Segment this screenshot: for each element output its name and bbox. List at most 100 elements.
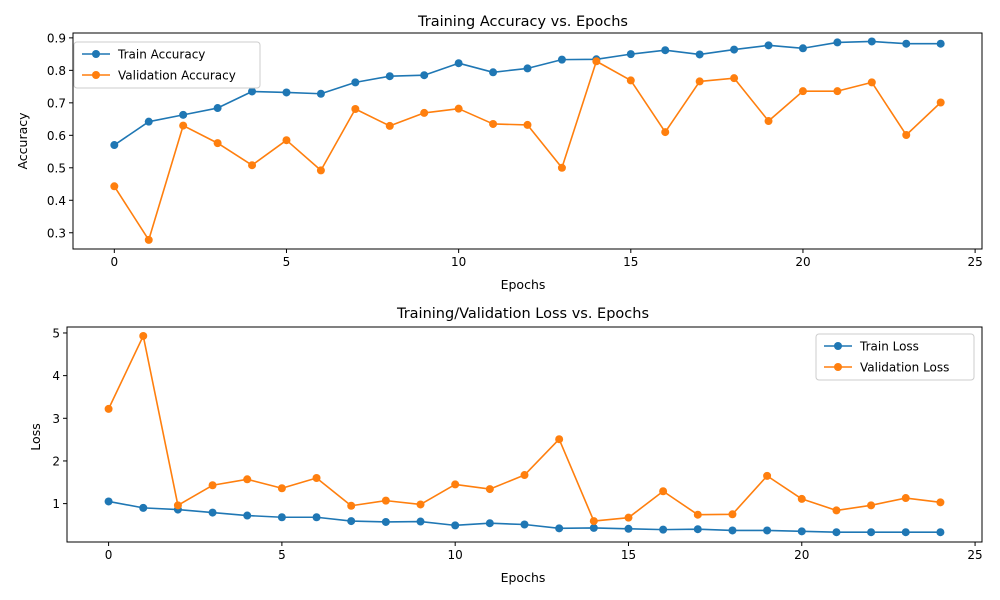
x-tick-label: 20 bbox=[794, 548, 809, 562]
data-point bbox=[557, 163, 566, 172]
data-point bbox=[144, 117, 153, 126]
data-point bbox=[179, 121, 188, 130]
x-tick-label: 0 bbox=[105, 548, 113, 562]
data-point bbox=[661, 128, 670, 137]
y-tick-label: 0.4 bbox=[47, 194, 66, 208]
data-point bbox=[555, 524, 564, 533]
data-point bbox=[316, 166, 325, 175]
data-point bbox=[104, 404, 113, 413]
data-point bbox=[104, 497, 113, 506]
x-tick-label: 15 bbox=[621, 548, 636, 562]
data-point bbox=[385, 121, 394, 130]
data-point bbox=[312, 474, 321, 483]
x-tick-label: 10 bbox=[448, 548, 463, 562]
y-tick-label: 5 bbox=[52, 326, 60, 340]
x-tick-label: 10 bbox=[451, 255, 466, 269]
data-point bbox=[381, 496, 390, 505]
data-point bbox=[489, 119, 498, 128]
accuracy-chart-title: Training Accuracy vs. Epochs bbox=[417, 14, 628, 30]
data-point bbox=[901, 528, 910, 537]
data-point bbox=[555, 435, 564, 444]
data-point bbox=[695, 50, 704, 59]
data-point bbox=[213, 139, 222, 148]
data-point bbox=[901, 494, 910, 503]
data-point bbox=[626, 76, 635, 85]
x-tick-label: 5 bbox=[278, 548, 286, 562]
y-tick-label: 0.6 bbox=[47, 129, 66, 143]
x-tick-label: 25 bbox=[967, 548, 982, 562]
data-point bbox=[282, 88, 291, 97]
y-tick-label: 0.7 bbox=[47, 96, 66, 110]
legend-swatch-marker bbox=[92, 50, 100, 58]
data-point bbox=[557, 55, 566, 64]
data-point bbox=[110, 182, 119, 191]
data-point bbox=[936, 528, 945, 537]
plot-frame bbox=[66, 326, 983, 543]
plot-frame bbox=[72, 32, 983, 250]
data-point bbox=[693, 510, 702, 519]
data-point bbox=[832, 528, 841, 537]
data-point bbox=[798, 44, 807, 53]
data-point bbox=[208, 481, 217, 490]
data-point bbox=[277, 513, 286, 522]
data-point bbox=[347, 501, 356, 510]
legend-label: Validation Loss bbox=[860, 361, 949, 375]
data-point bbox=[798, 87, 807, 96]
loss-chart-title: Training/Validation Loss vs. Epochs bbox=[396, 306, 649, 322]
y-tick-label: 1 bbox=[52, 497, 60, 511]
data-point bbox=[867, 37, 876, 46]
data-point bbox=[208, 508, 217, 517]
data-point bbox=[454, 104, 463, 113]
data-point bbox=[764, 117, 773, 126]
data-point bbox=[936, 98, 945, 107]
legend-swatch-marker bbox=[92, 71, 100, 79]
data-point bbox=[764, 41, 773, 50]
data-point bbox=[385, 72, 394, 81]
data-point bbox=[144, 235, 153, 244]
data-point bbox=[179, 110, 188, 119]
accuracy-x-axis-label: Epochs bbox=[501, 277, 546, 292]
data-point bbox=[659, 487, 668, 496]
x-tick-label: 20 bbox=[795, 255, 810, 269]
legend-box bbox=[73, 41, 261, 89]
legend-swatch-marker bbox=[834, 363, 842, 371]
data-point bbox=[936, 498, 945, 507]
data-point bbox=[139, 503, 148, 512]
data-point bbox=[867, 528, 876, 537]
data-point bbox=[451, 521, 460, 530]
data-point bbox=[277, 484, 286, 493]
legend-label: Validation Accuracy bbox=[118, 69, 236, 83]
data-point bbox=[173, 501, 182, 510]
accuracy-y-axis-label: Accuracy bbox=[15, 112, 30, 170]
data-point bbox=[110, 141, 119, 150]
data-point bbox=[316, 89, 325, 98]
data-point bbox=[420, 71, 429, 80]
data-point bbox=[351, 78, 360, 87]
accuracy-subplot: Training Accuracy vs. Epochs Epochs Accu… bbox=[15, 14, 983, 292]
data-point bbox=[520, 520, 529, 529]
data-point bbox=[523, 120, 532, 129]
data-point bbox=[624, 524, 633, 533]
data-point bbox=[248, 161, 257, 170]
data-point bbox=[728, 526, 737, 535]
data-point bbox=[523, 64, 532, 73]
data-point bbox=[592, 57, 601, 66]
legend-box bbox=[815, 333, 975, 381]
data-point bbox=[624, 513, 633, 522]
data-point bbox=[213, 104, 222, 113]
data-point bbox=[347, 517, 356, 526]
data-point bbox=[867, 78, 876, 87]
data-point bbox=[248, 87, 257, 96]
data-point bbox=[485, 519, 494, 528]
x-tick-label: 15 bbox=[623, 255, 638, 269]
data-point bbox=[833, 87, 842, 96]
data-point bbox=[797, 527, 806, 536]
y-tick-label: 0.5 bbox=[47, 161, 66, 175]
data-point bbox=[243, 511, 252, 520]
data-point bbox=[282, 136, 291, 145]
data-point bbox=[832, 506, 841, 515]
data-point bbox=[589, 517, 598, 526]
data-point bbox=[381, 517, 390, 526]
data-point bbox=[763, 471, 772, 480]
